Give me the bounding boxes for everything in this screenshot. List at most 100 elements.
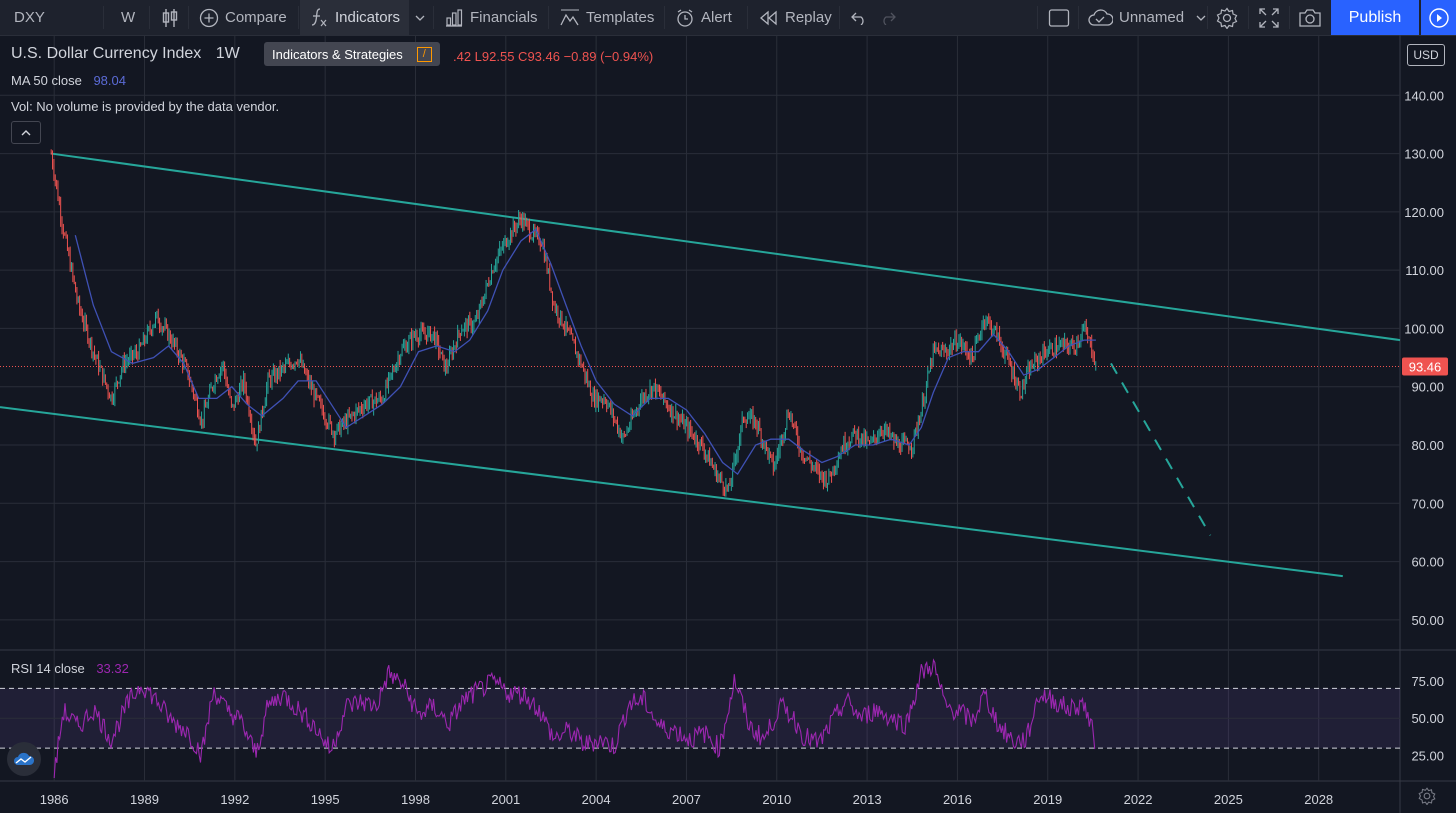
templates-button[interactable]: Templates xyxy=(560,0,654,35)
divider xyxy=(188,6,189,29)
y-tick-label: 110.00 xyxy=(1405,263,1444,278)
price-chart[interactable]: 140.00 130.00 120.00 110.00 100.00 90.00 80.00… xyxy=(0,35,1456,813)
square-icon xyxy=(1048,8,1070,27)
chart-interval: 1W xyxy=(215,45,240,62)
tradingview-logo[interactable] xyxy=(7,742,41,776)
rsi-line xyxy=(53,658,1096,779)
x-tick-label: 2028 xyxy=(1304,792,1333,807)
x-tick-label: 2001 xyxy=(491,792,520,807)
compare-button[interactable]: Compare xyxy=(199,0,287,35)
ma-legend-row[interactable]: MA 50 close 98.04 xyxy=(11,73,126,88)
divider xyxy=(1289,6,1290,29)
divider xyxy=(664,6,665,29)
trendline xyxy=(51,152,1401,342)
price-series-layer xyxy=(0,149,1400,497)
publish-button[interactable]: Publish xyxy=(1331,0,1419,35)
currency-button[interactable]: USD xyxy=(1407,44,1445,66)
y-tick-label: 70.00 xyxy=(1411,496,1444,511)
divider xyxy=(1248,6,1249,29)
divider xyxy=(839,6,840,29)
trendline xyxy=(0,406,1343,578)
ma-line xyxy=(74,228,1096,476)
financials-label: Financials xyxy=(470,9,538,26)
rsi-series-layer xyxy=(53,658,1096,779)
cloud-check-icon xyxy=(1088,8,1113,26)
x-tick-label: 1995 xyxy=(311,792,340,807)
x-tick-label: 2004 xyxy=(582,792,611,807)
symbol-label: DXY xyxy=(14,9,45,26)
ohlc-values: .42 L92.55 C93.46 −0.89 (−0.94%) xyxy=(453,49,654,64)
rsi-tick-label: 75.00 xyxy=(1411,674,1444,689)
interval-label: W xyxy=(121,9,136,26)
x-tick-label: 2022 xyxy=(1124,792,1153,807)
layout-toggle[interactable] xyxy=(1048,0,1070,35)
axis-settings-button[interactable] xyxy=(1418,787,1436,808)
x-tick-label: 1986 xyxy=(40,792,69,807)
undo-icon xyxy=(851,12,864,25)
replay-button[interactable]: Replay xyxy=(759,0,832,35)
x-tick-label: 1989 xyxy=(130,792,159,807)
y-tick-label: 100.00 xyxy=(1404,321,1444,336)
fullscreen-icon xyxy=(1259,7,1279,28)
last-price-badge xyxy=(1402,357,1448,376)
volume-legend-row: Vol: No volume is provided by the data v… xyxy=(11,99,280,114)
x-tick-label: 2013 xyxy=(853,792,882,807)
y-tick-label: 120.00 xyxy=(1404,205,1444,220)
chart-style-button[interactable] xyxy=(161,0,179,35)
x-tick-label: 2016 xyxy=(943,792,972,807)
candles-icon xyxy=(162,8,178,27)
gear-icon xyxy=(1216,6,1238,29)
shortcut-key: / xyxy=(416,46,432,62)
financials-button[interactable]: Financials xyxy=(444,0,538,35)
rsi-value: 33.32 xyxy=(96,661,129,676)
divider xyxy=(149,6,150,29)
alert-button[interactable]: Alert xyxy=(675,0,732,35)
grid-lines xyxy=(0,35,1456,813)
axes-layer: 140.00 130.00 120.00 110.00 100.00 90.00 80.00… xyxy=(40,88,1448,807)
play-circle-icon xyxy=(1428,7,1449,28)
y-tick-label: 60.00 xyxy=(1411,555,1444,570)
function-icon xyxy=(311,7,327,26)
y-tick-label: 80.00 xyxy=(1411,438,1444,453)
publish-label: Publish xyxy=(1348,8,1402,26)
rsi-band-layer xyxy=(0,687,1400,749)
symbol-search[interactable]: DXY xyxy=(14,0,45,35)
settings-button[interactable] xyxy=(1216,0,1238,35)
gear-icon xyxy=(1418,787,1436,806)
cloud-logo-icon xyxy=(14,752,35,765)
divider xyxy=(103,6,104,29)
x-tick-label: 1992 xyxy=(220,792,249,807)
undo-button[interactable] xyxy=(850,0,868,35)
last-price-label: 93.46 xyxy=(1409,360,1442,375)
divider xyxy=(1037,6,1038,29)
collapse-legend-button[interactable] xyxy=(11,121,41,144)
trendline-layer xyxy=(0,152,1401,578)
save-layout-button[interactable]: Unnamed xyxy=(1087,0,1208,35)
y-tick-label: 90.00 xyxy=(1411,380,1444,395)
rsi-legend-row[interactable]: RSI 14 close 33.32 xyxy=(11,661,129,676)
chevron-down-icon xyxy=(1196,15,1206,21)
templates-label: Templates xyxy=(586,9,655,26)
interval-button[interactable]: W xyxy=(121,0,135,35)
bar-chart-icon xyxy=(446,8,463,27)
divider xyxy=(747,6,748,29)
indicators-tooltip: Indicators & Strategies / xyxy=(264,42,440,66)
divider xyxy=(1207,6,1208,29)
redo-button[interactable] xyxy=(879,0,897,35)
replay-label: Replay xyxy=(785,9,832,26)
y-tick-label: 140.00 xyxy=(1404,88,1444,103)
ma-label: MA 50 close xyxy=(11,73,82,88)
snapshot-button[interactable] xyxy=(1298,0,1322,35)
rewind-icon xyxy=(760,10,777,25)
plus-circle-icon xyxy=(199,8,219,27)
x-tick-label: 2010 xyxy=(762,792,791,807)
indicators-button[interactable]: Indicators xyxy=(300,0,409,35)
x-tick-label: 2019 xyxy=(1033,792,1062,807)
indicators-dropdown[interactable] xyxy=(414,0,426,35)
legend-title-row: U.S. Dollar Currency Index 1W xyxy=(11,45,240,63)
redo-icon xyxy=(883,12,896,25)
divider xyxy=(548,6,549,29)
fullscreen-button[interactable] xyxy=(1259,0,1279,35)
play-button[interactable] xyxy=(1421,0,1456,35)
top-toolbar: DXY W Compare Indicators Financials Temp… xyxy=(0,0,1456,36)
